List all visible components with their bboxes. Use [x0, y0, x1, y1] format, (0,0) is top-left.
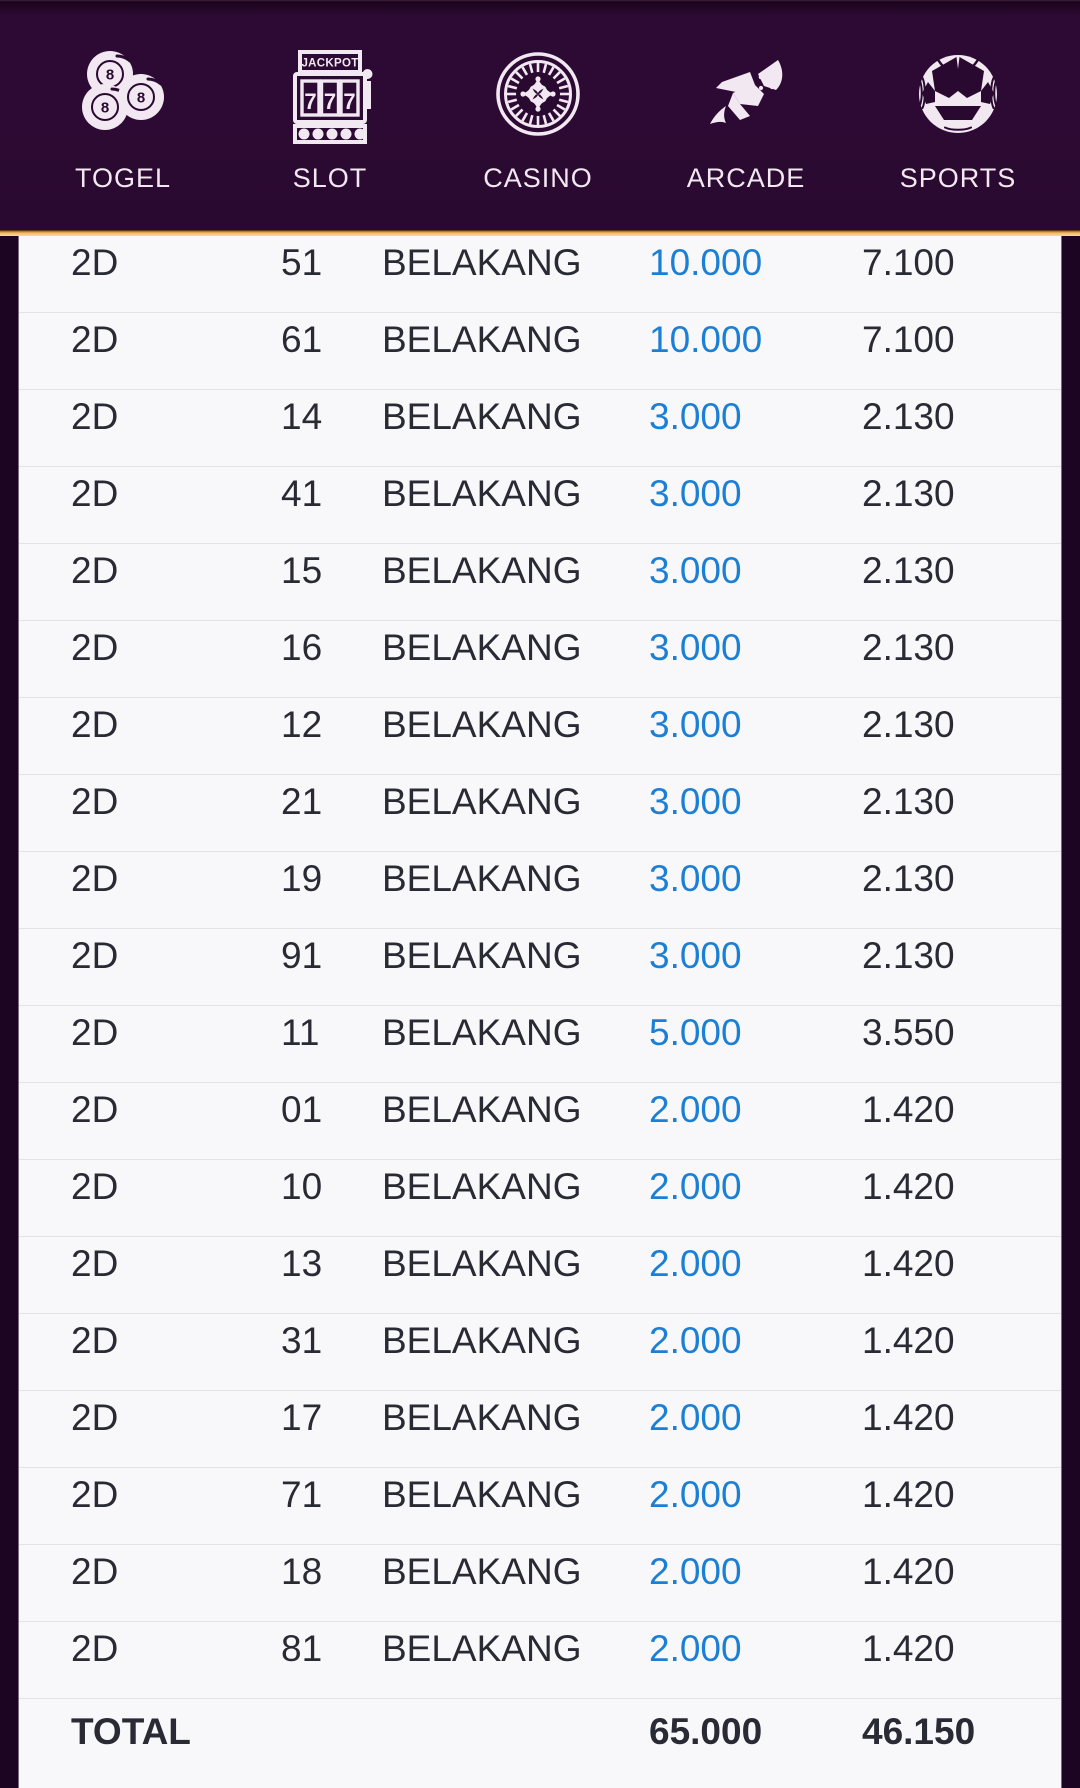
svg-text:7: 7 [343, 89, 355, 114]
svg-text:8: 8 [106, 67, 114, 84]
svg-text:7: 7 [324, 89, 336, 114]
svg-text:8: 8 [137, 90, 145, 107]
svg-text:7: 7 [304, 89, 316, 114]
svg-text:8: 8 [101, 100, 109, 117]
svg-text:JACKPOT: JACKPOT [301, 58, 358, 70]
